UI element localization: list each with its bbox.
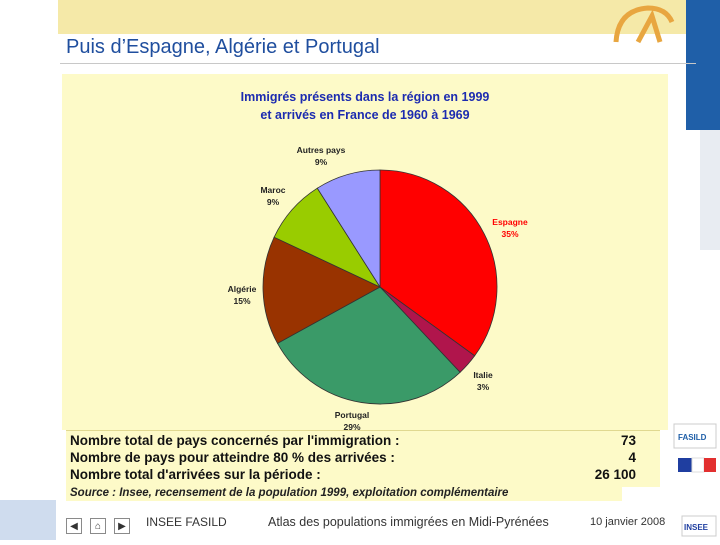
stat-row-total-countries: Nombre total de pays concernés par l'imm… — [70, 433, 650, 449]
pie-slice-portugal — [276, 286, 461, 405]
stat-row-countries-80pct: Nombre de pays pour atteindre 80 % des a… — [70, 450, 650, 466]
arrow-left-icon: ◀ — [70, 520, 78, 532]
source-cover — [622, 487, 720, 501]
stat-label: Nombre total de pays concernés par l'imm… — [70, 433, 400, 448]
home-icon: ⌂ — [94, 520, 102, 532]
footer-date: 10 janvier 2008 — [590, 516, 666, 528]
pie-slice-autres-pays — [316, 169, 381, 289]
chart-title: Immigrés présents dans la région en 1999… — [62, 88, 668, 124]
slice-label-value: 3% — [477, 382, 490, 392]
brand-side-band — [686, 0, 720, 130]
slice-label-value: 29% — [343, 422, 360, 432]
slice-label-name: Algérie — [228, 284, 257, 294]
stat-value: 73 — [620, 433, 636, 448]
slice-label-name: Portugal — [335, 410, 369, 420]
slide-title: Puis d’Espagne, Algérie et Portugal — [66, 36, 380, 58]
title-divider — [60, 63, 696, 64]
next-slide-button[interactable]: ▶ — [114, 518, 130, 534]
partner-logos-graphic: FASILD INSEE — [673, 423, 717, 537]
stat-label: Nombre de pays pour atteindre 80 % des a… — [70, 450, 395, 465]
slice-label-value: 9% — [267, 197, 280, 207]
chart-title-line-1: Immigrés présents dans la région en 1999 — [240, 90, 490, 104]
partner-logos: FASILD INSEE — [668, 420, 720, 540]
stat-label: Nombre total d'arrivées sur la période : — [70, 467, 321, 482]
slice-label-name: Maroc — [260, 185, 285, 195]
pie-slice-alg-rie — [262, 236, 381, 344]
stats-panel: Nombre total de pays concernés par l'imm… — [66, 430, 720, 501]
fasild-logo-text: FASILD — [678, 433, 707, 442]
footer-org: INSEE FASILD — [146, 515, 227, 529]
home-button[interactable]: ⌂ — [90, 518, 106, 534]
arrow-right-icon: ▶ — [118, 520, 126, 532]
prev-slide-button[interactable]: ◀ — [66, 518, 82, 534]
slice-label-name: Espagne — [492, 217, 528, 227]
stat-row-total-arrivals: Nombre total d'arrivées sur la période :… — [70, 467, 650, 483]
source-note: Source : Insee, recensement de la popula… — [70, 487, 509, 499]
footer-accent — [0, 500, 56, 540]
slice-label-name: Italie — [473, 370, 493, 380]
stat-value: 26 100 — [594, 467, 636, 482]
slice-label-name: Autres pays — [297, 145, 346, 155]
insee-logo-text: INSEE — [684, 523, 709, 532]
pie-slice-espagne — [379, 169, 498, 357]
header-band — [58, 0, 698, 34]
logo-swoosh-icon — [613, 5, 675, 44]
slice-label-value: 15% — [233, 296, 250, 306]
stat-value: 4 — [628, 450, 636, 465]
footer-subject: Atlas des populations immigrées en Midi-… — [268, 515, 549, 529]
slice-label-value: 35% — [501, 229, 518, 239]
chart-title-line-2: et arrivés en France de 1960 à 1969 — [260, 108, 470, 122]
slice-label-value: 9% — [315, 157, 328, 167]
brand-side-band-light — [700, 130, 720, 250]
